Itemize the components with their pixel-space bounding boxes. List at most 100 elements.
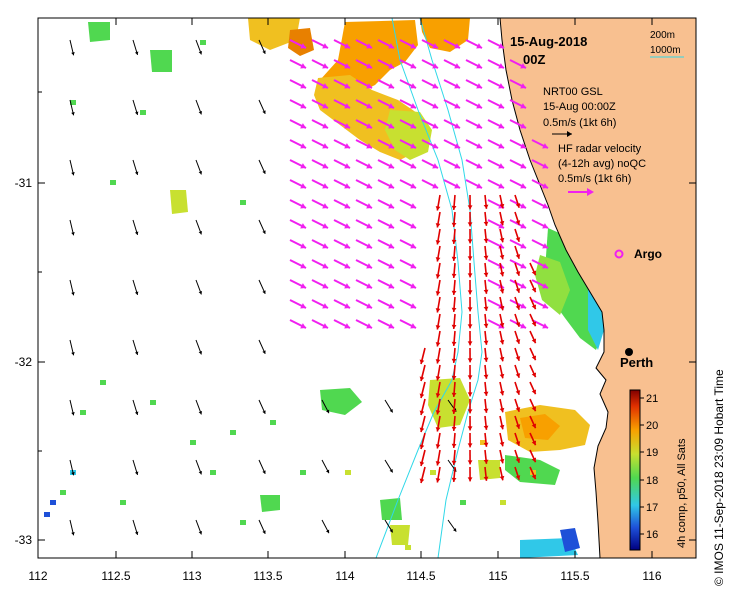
- hf-strong-arrow-head: [531, 355, 537, 361]
- sst-pixel: [70, 100, 76, 105]
- sst-patch: [535, 255, 570, 315]
- hf-strong-arrow-head: [435, 410, 441, 415]
- hf-arrow-head: [520, 283, 526, 289]
- hf-strong-arrow-head: [499, 203, 505, 209]
- hf-strong-arrow-head: [499, 424, 505, 430]
- hf-arrow-head: [542, 323, 548, 329]
- hf-strong-arrow-head: [467, 477, 473, 482]
- model-arrow-head: [134, 291, 139, 295]
- hf-strong-arrow-head: [467, 222, 473, 227]
- hf-strong-arrow-head: [451, 239, 457, 244]
- hf-strong-arrow-head: [515, 220, 521, 225]
- hf-arrow-head: [542, 283, 548, 289]
- hf-strong-arrow-head: [515, 390, 521, 395]
- hf-strong-arrow-head: [515, 322, 521, 327]
- colorbar-title: 4h comp, p50, All Sats: [676, 438, 688, 548]
- hf-strong-arrow-head: [515, 288, 521, 293]
- isobath-1000m: [375, 18, 463, 558]
- hf-arrow-head: [476, 43, 482, 49]
- hf-strong-arrow-head: [531, 270, 537, 276]
- hf-strong-arrow-head: [483, 340, 489, 345]
- hf-arrow-head: [410, 183, 416, 189]
- nrt-legend-line-2: 15-Aug 00:00Z: [543, 101, 616, 113]
- y-axis: -31 -32 -33: [15, 91, 696, 547]
- hf-arrow-head: [520, 143, 526, 149]
- hf-strong-arrow-head: [515, 254, 521, 259]
- hf-strong-arrow-head: [467, 443, 473, 448]
- hf-strong-arrow-head: [451, 477, 457, 482]
- hf-arrow-head: [300, 43, 306, 49]
- sst-patch: [390, 525, 410, 545]
- hf-strong-arrow-head: [435, 291, 441, 296]
- hf-arrow-head: [520, 263, 526, 269]
- hf-strong-arrow-head: [515, 424, 521, 429]
- hf-strong-arrow-head: [483, 221, 489, 226]
- hf-arrow-head: [454, 163, 460, 169]
- hf-arrow-head: [454, 183, 460, 189]
- hf-arrow-head: [498, 63, 504, 69]
- hf-arrow-head: [366, 283, 372, 289]
- hf-strong-arrow-head: [531, 372, 537, 378]
- hf-strong-arrow-head: [499, 356, 505, 362]
- sst-patch: [288, 28, 314, 56]
- hf-arrow-head: [322, 263, 328, 269]
- hf-arrow-head: [322, 223, 328, 229]
- hf-arrow-head: [366, 163, 372, 169]
- model-arrow-head: [262, 350, 266, 354]
- hf-strong-arrow-head: [435, 444, 441, 449]
- sst-pixel: [230, 430, 236, 435]
- hf-arrow-head: [410, 83, 416, 89]
- hf-arrow-head: [322, 203, 328, 209]
- hf-arrow-head: [344, 83, 350, 89]
- hf-strong-arrow-head: [435, 359, 441, 364]
- hf-strong-arrow-head: [515, 271, 521, 276]
- hf-strong-arrow-head: [451, 290, 457, 295]
- hf-strong-arrow-head: [435, 308, 441, 313]
- hf-arrow-head: [366, 243, 372, 249]
- hf-arrow-head: [366, 63, 372, 69]
- hf-arrow-head: [410, 43, 416, 49]
- sst-pixel: [300, 470, 306, 475]
- hf-strong-arrow-head: [435, 325, 441, 330]
- x-tick-label: 115: [488, 569, 507, 583]
- hf-arrow-head: [388, 223, 394, 229]
- y-tick-label: -32: [15, 355, 33, 369]
- hf-arrow-head: [542, 263, 548, 269]
- hf-arrow-head: [410, 223, 416, 229]
- hf-arrow-head: [366, 203, 372, 209]
- hf-strong-arrow-head: [451, 205, 457, 210]
- sst-pixel: [80, 410, 86, 415]
- hf-strong-arrow-head: [435, 376, 441, 381]
- hf-arrow-head: [454, 63, 460, 69]
- hf-arrow-head: [300, 163, 306, 169]
- hf-arrow-head: [300, 263, 306, 269]
- hf-arrow-head: [344, 143, 350, 149]
- hf-arrow-head: [476, 103, 482, 109]
- hf-strong-arrow-head: [451, 324, 457, 329]
- hf-arrow-head: [388, 183, 394, 189]
- hf-arrow-head: [344, 63, 350, 69]
- hf-strong-arrow-head: [483, 255, 489, 260]
- hf-strong-arrow-head: [515, 458, 521, 463]
- hf-strong-arrow-head: [531, 457, 537, 463]
- hf-strong-arrow-head: [419, 461, 425, 466]
- hf-strong-arrow-head: [483, 408, 489, 413]
- hf-strong-arrow-head: [435, 257, 441, 262]
- hf-arrow-head: [476, 183, 482, 189]
- hf-arrow-head: [410, 163, 416, 169]
- hf-arrow-head: [388, 203, 394, 209]
- hf-arrow-head: [344, 123, 350, 129]
- hf-strong-arrow-head: [435, 461, 441, 466]
- hf-strong-arrow-head: [419, 359, 425, 364]
- hf-arrow-head: [366, 83, 372, 89]
- hf-strong-arrow-head: [451, 256, 457, 261]
- hf-arrow-head: [322, 163, 328, 169]
- hf-strong-arrow-head: [467, 239, 473, 244]
- sst-pixel: [345, 470, 351, 475]
- sst-pixel: [60, 490, 66, 495]
- isobath-200m: [419, 18, 483, 558]
- hf-arrow-head: [300, 283, 306, 289]
- hf-strong-arrow-head: [451, 392, 457, 397]
- hf-strong-arrow-head: [483, 306, 489, 311]
- hf-arrow-head: [388, 63, 394, 69]
